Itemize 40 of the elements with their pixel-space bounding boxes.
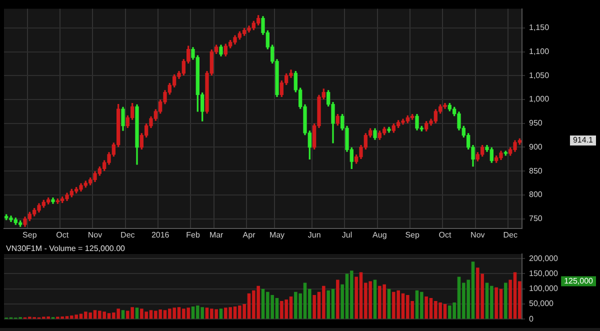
y-tick-label: 950 [529, 118, 543, 128]
x-tick-label: May [269, 230, 285, 240]
bar [121, 310, 125, 319]
y-tick-label: 1,050 [529, 70, 550, 80]
y-tick-label: 1,000 [529, 94, 550, 104]
x-tick-label: Aug [372, 230, 387, 240]
y-tick-label: 50,000 [529, 299, 554, 308]
x-tick-label: Jun [308, 230, 321, 240]
x-tick-label: Apr [242, 230, 256, 240]
x-tick-label: 2016 [151, 230, 170, 240]
bar [219, 308, 223, 319]
y-tick-label: 1,150 [529, 23, 550, 32]
y-tick-label: 150,000 [529, 268, 558, 278]
y-tick-label: 900 [529, 142, 543, 152]
y-tick-label: 800 [529, 190, 543, 200]
bar [387, 288, 391, 319]
y-tick-label: 750 [529, 214, 543, 224]
x-tick-label: Jul [342, 230, 352, 240]
x-tick-label: Feb [186, 230, 200, 240]
x-tick-label: Dec [120, 230, 135, 240]
bar [135, 308, 139, 319]
y-tick-label: 200,000 [529, 254, 558, 263]
text: 125,000 [564, 276, 594, 286]
x-tick-label: Sep [405, 230, 420, 240]
y-tick-label: 1,100 [529, 46, 550, 56]
x-tick-label: Oct [438, 230, 452, 240]
bar [373, 280, 377, 319]
x-tick-label: Sep [22, 230, 38, 240]
x-tick-label: Nov [88, 230, 102, 240]
y-tick-label: 100,000 [529, 284, 558, 294]
text: 914.1 [572, 136, 594, 145]
y-tick-label: 0 [529, 314, 534, 324]
chart-title: VN30F1M - Volume = 125,000.00 [6, 244, 125, 253]
x-tick-label: Oct [56, 230, 70, 240]
x-tick-label: Mar [209, 230, 224, 240]
bar [336, 280, 340, 319]
x-tick-label: Dec [503, 230, 518, 240]
bar [504, 282, 508, 319]
x-tick-label: Nov [470, 230, 485, 240]
y-tick-label: 850 [529, 166, 543, 176]
